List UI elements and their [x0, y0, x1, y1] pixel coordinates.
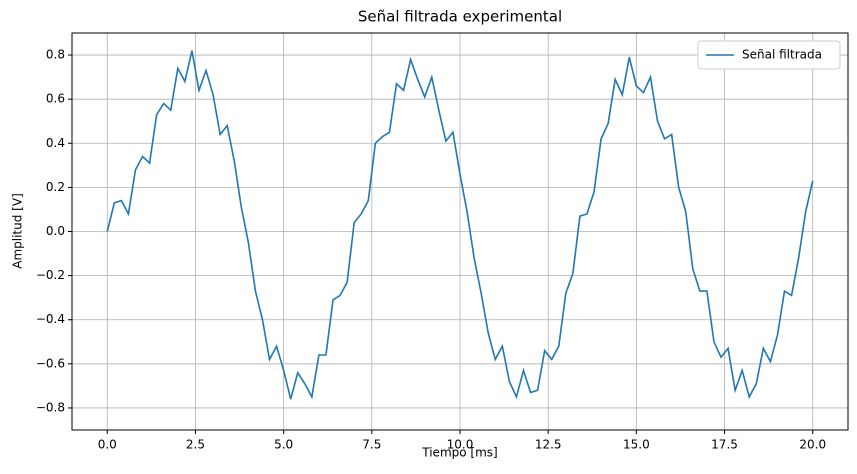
x-tick-label: 20.0 [799, 438, 826, 452]
y-tick-label: 0.6 [46, 92, 65, 106]
y-tick-label: 0.0 [46, 224, 65, 238]
data-line [106, 50, 814, 400]
x-tick-label: 5.0 [274, 438, 293, 452]
x-tick-label: 10.0 [447, 438, 474, 452]
x-tick-label: 2.5 [186, 438, 205, 452]
x-tick-label: 17.5 [711, 438, 738, 452]
legend-box [697, 40, 841, 70]
y-tick-label: 0.8 [46, 48, 65, 62]
y-tick-label: −0.2 [36, 268, 65, 282]
x-tick-label: 0.0 [98, 438, 117, 452]
y-tick-label: 0.4 [46, 136, 65, 150]
y-tick-label: 0.2 [46, 180, 65, 194]
chart-title: Señal filtrada experimental [358, 8, 562, 26]
legend-label: Señal filtrada [742, 48, 822, 62]
x-tick-label: 15.0 [623, 438, 650, 452]
y-tick-label: −0.8 [36, 400, 65, 414]
x-tick-label: 7.5 [362, 438, 381, 452]
y-tick-label: −0.4 [36, 312, 65, 326]
plot-frame [71, 32, 849, 431]
x-axis-label: Tiempo [ms] [421, 446, 497, 460]
y-axis-label: Amplitud [V] [11, 193, 25, 269]
y-tick-label: −0.6 [36, 356, 65, 370]
x-tick-label: 12.5 [535, 438, 562, 452]
